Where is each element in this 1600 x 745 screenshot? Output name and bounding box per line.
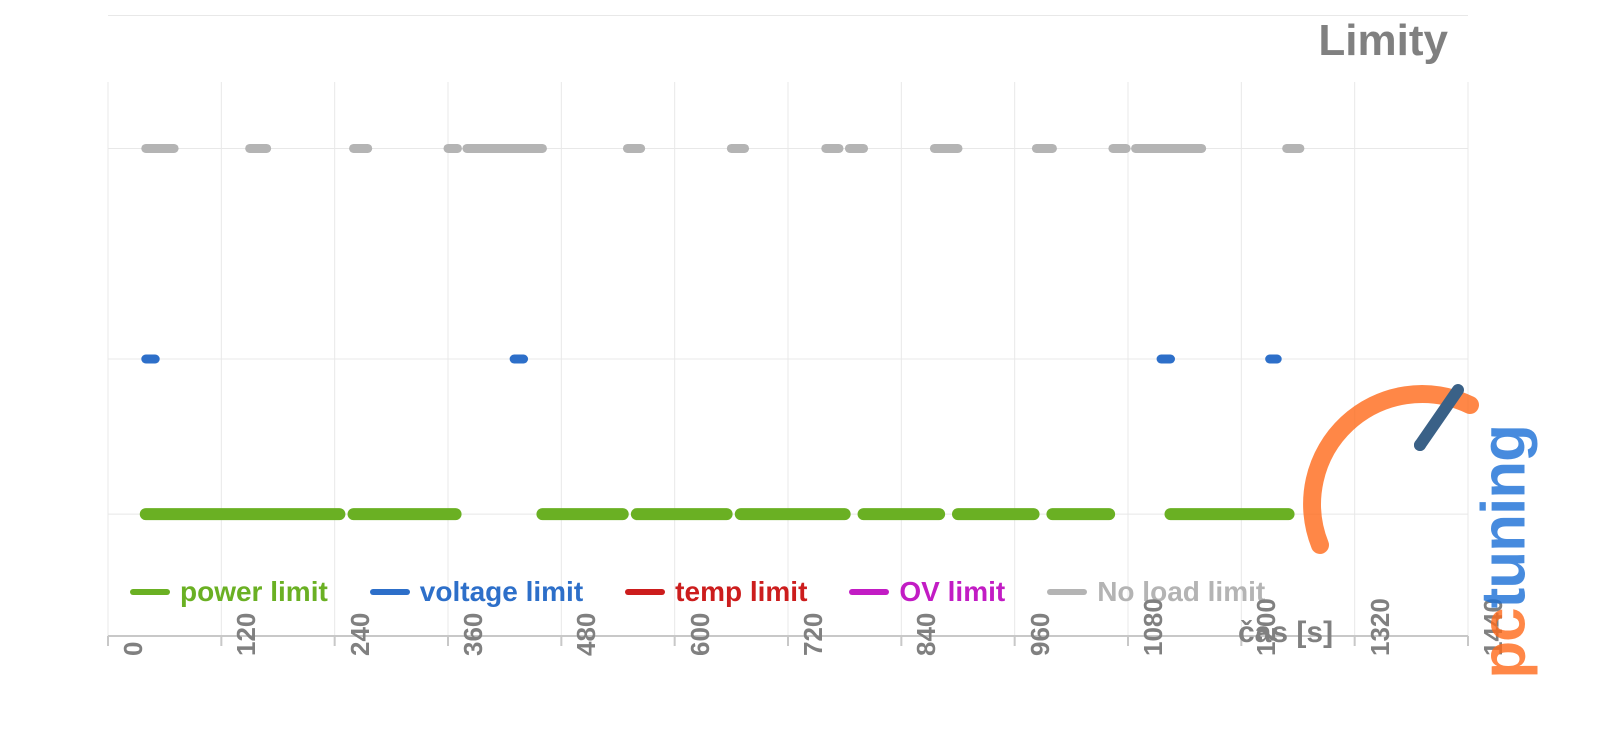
x-tick-label: 1440 xyxy=(1478,598,1509,656)
x-tick-label: 360 xyxy=(458,613,489,656)
legend-swatch xyxy=(1047,589,1087,595)
legend-item: voltage limit xyxy=(370,576,583,608)
chart-container: Limity čas [s] power limitvoltage limitt… xyxy=(0,0,1600,745)
x-tick-label: 720 xyxy=(798,613,829,656)
legend-item: power limit xyxy=(130,576,328,608)
x-tick-label: 0 xyxy=(118,642,149,656)
legend-label: OV limit xyxy=(899,576,1005,608)
x-tick-label: 1320 xyxy=(1365,598,1396,656)
legend-item: OV limit xyxy=(849,576,1005,608)
legend-label: voltage limit xyxy=(420,576,583,608)
legend-label: temp limit xyxy=(675,576,807,608)
legend-swatch xyxy=(849,589,889,595)
legend-item: temp limit xyxy=(625,576,807,608)
x-tick-label: 1080 xyxy=(1138,598,1169,656)
x-tick-label: 840 xyxy=(911,613,942,656)
x-tick-label: 960 xyxy=(1025,613,1056,656)
legend: power limit voltage limit temp limit OV lim… xyxy=(130,576,1265,608)
x-tick-label: 600 xyxy=(685,613,716,656)
chart-title: Limity xyxy=(1318,16,1448,66)
legend-swatch xyxy=(370,589,410,595)
legend-swatch xyxy=(625,589,665,595)
legend-label: No load limit xyxy=(1097,576,1265,608)
x-tick-label: 240 xyxy=(345,613,376,656)
x-tick-label: 480 xyxy=(571,613,602,656)
legend-swatch xyxy=(130,589,170,595)
x-tick-label: 120 xyxy=(231,613,262,656)
legend-label: power limit xyxy=(180,576,328,608)
x-tick-label: 1200 xyxy=(1251,598,1282,656)
